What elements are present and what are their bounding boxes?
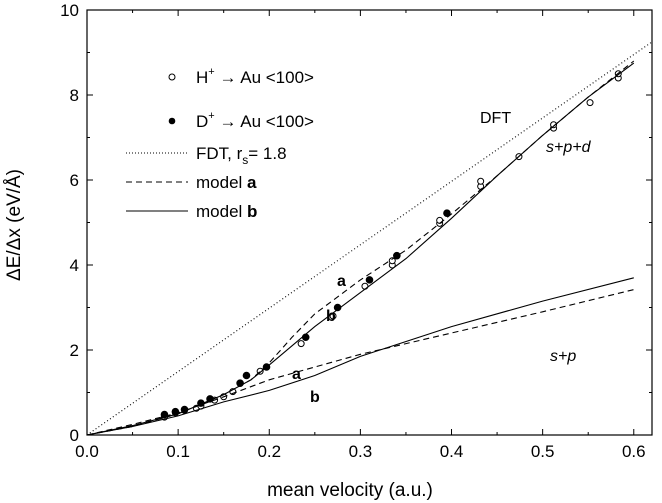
series-line-dotted [86, 41, 653, 436]
legend-d-label: D+ → Au <100> [196, 110, 314, 131]
data-point-d [242, 371, 251, 380]
annotation-spd: s+p+d [546, 139, 592, 156]
y-tick-label: 8 [70, 86, 79, 105]
data-point-h [361, 282, 369, 290]
y-tick-label: 2 [70, 341, 79, 360]
legend-h-marker [168, 73, 176, 81]
x-tick-label: 0.6 [622, 442, 646, 461]
data-point-h [297, 340, 305, 348]
y-axis-title: ΔE/Δx (eV/Å) [4, 169, 25, 281]
legend-h-label: H+ → Au <100> [196, 66, 314, 87]
annotation-b-upper: b [326, 308, 336, 325]
axis-ticks: 0.0 0.1 0.2 0.3 0.4 0.5 0.6 0 2 4 6 8 10 [60, 1, 652, 461]
legend-model-b-label: model b [196, 202, 257, 221]
series-line-solid [86, 62, 635, 436]
annotation-dft: DFT [480, 110, 511, 127]
x-tick-label: 0.1 [166, 442, 190, 461]
series-layer [86, 41, 653, 436]
x-tick-label: 0.4 [440, 442, 464, 461]
legend-d-marker [168, 117, 176, 125]
annotation-b-lower: b [310, 389, 320, 406]
y-tick-label: 4 [70, 256, 79, 275]
legend: H+ → Au <100> D+ → Au <100> FDT, rs= 1.8… [126, 66, 314, 221]
x-axis-title: mean velocity (a.u.) [267, 480, 433, 501]
data-point-h [436, 216, 444, 224]
x-tick-label: 0.3 [349, 442, 373, 461]
x-tick-label: 0.0 [75, 442, 99, 461]
data-point-h [477, 177, 485, 185]
x-tick-label: 0.5 [531, 442, 555, 461]
legend-model-a-label: model a [196, 173, 257, 192]
data-point-d [443, 209, 451, 217]
x-tick-label: 0.2 [257, 442, 281, 461]
data-point-d [365, 276, 374, 284]
series-line-dashed [86, 60, 635, 436]
data-point-h [586, 99, 594, 107]
legend-fdt-label: FDT, rs= 1.8 [196, 144, 287, 167]
annotation-a-lower: a [292, 366, 301, 383]
y-tick-label: 0 [70, 426, 79, 445]
data-point-h [388, 257, 396, 265]
y-tick-label: 6 [70, 171, 79, 190]
annotation-a-upper: a [337, 273, 346, 290]
series-line-solid [86, 277, 634, 436]
annotation-sp: s+p [550, 348, 576, 365]
y-tick-label: 10 [60, 1, 79, 20]
data-point-h [550, 121, 558, 129]
series-line-dashed [86, 289, 634, 436]
